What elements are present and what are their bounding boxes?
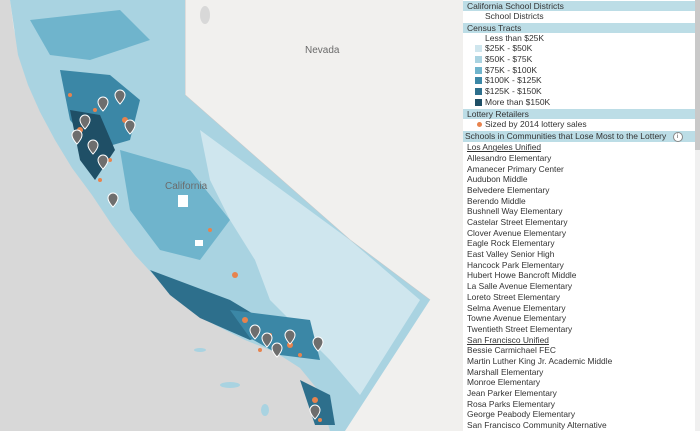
district-link[interactable]: Los Angeles Unified <box>467 142 542 153</box>
tracts-legend: Less than $25K $25K - $50K $50K - $75K $75K… <box>463 33 700 108</box>
school-item[interactable]: Amanecer Primary Center <box>467 163 564 174</box>
lake <box>200 6 210 24</box>
school-list: Los Angeles Unified Allesandro Elementary… <box>463 142 700 431</box>
school-item[interactable]: Berendo Middle <box>467 195 526 206</box>
school-item[interactable]: Hubert Howe Bancroft Middle <box>467 270 577 281</box>
tract-swatch <box>475 56 482 64</box>
tracts-north <box>30 10 150 60</box>
tract-swatch <box>475 66 482 74</box>
school-item[interactable]: Bushnell Way Elementary <box>467 206 563 217</box>
map-canvas[interactable]: California Nevada <box>0 0 463 431</box>
tract-label: $50K - $75K <box>485 54 533 65</box>
legend-panel[interactable]: California School Districts School Distr… <box>463 0 700 431</box>
tract-label: $100K - $125K <box>485 75 542 86</box>
tracts-central <box>120 150 230 260</box>
school-item[interactable]: Loreto Street Elementary <box>467 291 561 302</box>
school-item[interactable]: Towne Avenue Elementary <box>467 313 567 324</box>
school-item[interactable]: Hancock Park Elementary <box>467 259 564 270</box>
tract-label: Less than $25K <box>485 32 545 43</box>
info-icon[interactable]: i <box>672 131 683 142</box>
state-label: California <box>165 181 208 192</box>
tract-label: $25K - $50K <box>485 43 533 54</box>
map-view[interactable]: California Nevada <box>0 0 463 431</box>
ocean <box>0 0 340 431</box>
districts-item-label: School Districts <box>485 11 544 21</box>
school-markers[interactable] <box>71 89 324 420</box>
tract-white-1 <box>178 195 188 207</box>
tract-legend-item: More than $150K <box>463 97 700 108</box>
school-item[interactable]: Clover Avenue Elementary <box>467 227 567 238</box>
school-item[interactable]: Eagle Rock Elementary <box>467 238 555 249</box>
tract-swatch <box>475 45 482 53</box>
schools-header[interactable]: Schools in Communities that Lose Most to… <box>463 131 700 143</box>
school-item[interactable]: Marshall Elementary <box>467 366 544 377</box>
school-item[interactable]: George Peabody Elementary <box>467 409 576 420</box>
retailers-item: Sized by 2014 lottery sales <box>463 119 700 130</box>
school-item[interactable]: Selma Avenue Elementary <box>467 302 566 313</box>
tract-swatch <box>475 88 482 96</box>
tract-label: More than $150K <box>485 96 551 107</box>
island-1 <box>220 382 240 388</box>
school-item[interactable]: Rosa Parks Elementary <box>467 398 555 409</box>
tract-legend-item: $75K - $100K <box>463 65 700 76</box>
schools-header-label: Schools in Communities that Lose Most to… <box>465 131 667 142</box>
lottery-retailers <box>68 93 322 422</box>
school-item[interactable]: Jean Parker Elementary <box>467 388 557 398</box>
island-3 <box>261 404 269 416</box>
districts-item: School Districts <box>463 11 700 22</box>
tracts-sd <box>300 380 335 425</box>
school-item[interactable]: Martin Luther King Jr. Academic Middle <box>467 355 613 366</box>
school-item[interactable]: San Francisco Community Alternative <box>467 420 607 431</box>
tract-swatch <box>475 77 482 85</box>
tract-legend-item: $100K - $125K <box>463 75 700 86</box>
island-2 <box>194 348 206 352</box>
retailers-header[interactable]: Lottery Retailers <box>463 108 700 119</box>
tract-legend-item: $125K - $150K <box>463 86 700 97</box>
tract-white-2 <box>195 240 203 246</box>
tract-legend-item: Less than $25K <box>463 33 700 44</box>
school-item[interactable]: Bessie Carmichael FEC <box>467 345 556 356</box>
tract-label: $75K - $100K <box>485 64 537 75</box>
school-item[interactable]: Allesandro Elementary <box>467 152 552 163</box>
tracts-la <box>230 310 320 360</box>
tract-label: $125K - $150K <box>485 86 542 97</box>
tracts-header[interactable]: Census Tracts <box>463 22 700 33</box>
tract-legend-item: $50K - $75K <box>463 54 700 65</box>
tract-swatch <box>475 98 482 106</box>
districts-header[interactable]: California School Districts <box>463 1 700 11</box>
tracts-light-east <box>200 130 420 395</box>
school-item[interactable]: Twentieth Street Elementary <box>467 323 573 334</box>
school-item[interactable]: Audubon Middle <box>467 174 528 185</box>
district-link[interactable]: San Francisco Unified <box>467 334 549 345</box>
school-item[interactable]: Castelar Street Elementary <box>467 217 568 227</box>
retailer-dot-icon <box>477 121 482 127</box>
scrollbar[interactable] <box>695 0 700 431</box>
tract-swatch <box>475 34 482 42</box>
retailers-item-label: Sized by 2014 lottery sales <box>485 118 587 129</box>
school-item[interactable]: East Valley Senior High <box>467 249 555 260</box>
tract-legend-item: $25K - $50K <box>463 43 700 54</box>
school-item[interactable]: La Salle Avenue Elementary <box>467 281 573 292</box>
neighbor-land <box>185 0 463 431</box>
school-item[interactable]: Monroe Elementary <box>467 377 541 388</box>
neighbor-label: Nevada <box>305 45 340 56</box>
scroll-thumb[interactable] <box>695 0 700 150</box>
school-item[interactable]: Belvedere Elementary <box>467 184 550 195</box>
